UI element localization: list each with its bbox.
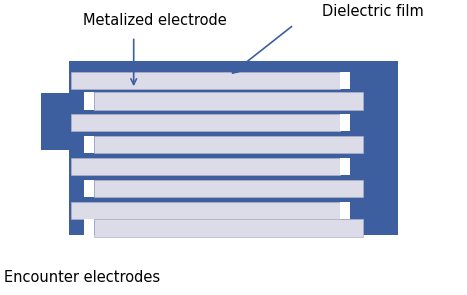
Bar [85,136,94,153]
Text: Dielectric film: Dielectric film [322,4,424,19]
Bar [85,219,94,237]
Text: Metalized electrode: Metalized electrode [83,13,226,28]
Bar [340,71,350,89]
Text: Encounter electrodes: Encounter electrodes [4,270,160,285]
Bar [340,114,350,132]
Bar [340,201,350,219]
Bar [94,219,363,237]
Bar [41,94,85,150]
Bar [94,180,363,197]
Bar [94,136,363,153]
Bar [71,158,340,175]
Bar [85,180,94,197]
Bar [71,71,340,89]
Bar [94,92,363,109]
Bar [340,158,350,175]
Bar [85,92,94,109]
Bar [71,114,340,132]
Bar [71,201,340,219]
Bar [69,61,398,235]
Bar [354,145,398,201]
